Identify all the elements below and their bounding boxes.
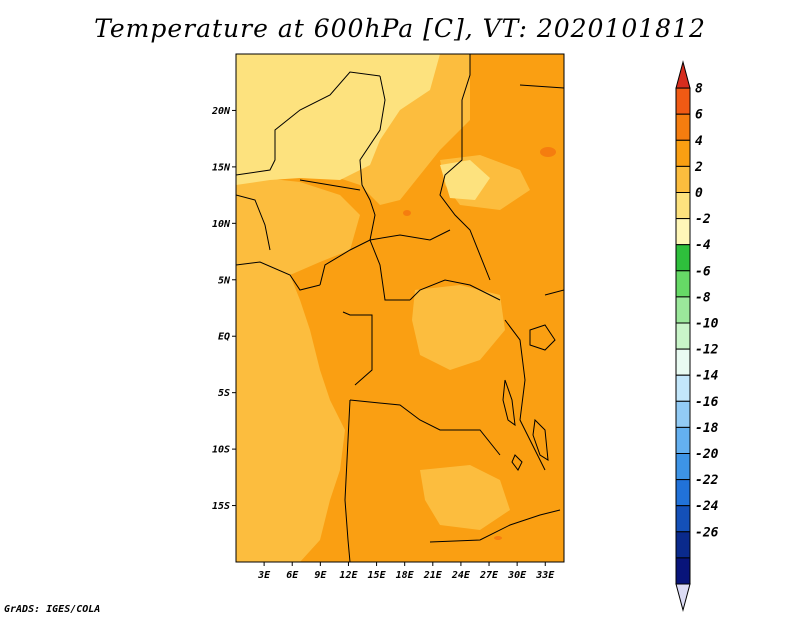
lon-tick-label: 15E [368,570,387,581]
colorbar-label: -20 [695,447,719,462]
colorbar-segment [675,426,691,454]
lat-tick-label: 10N [212,219,231,230]
colorbar-segment [675,479,691,507]
lon-tick-label: 33E [535,570,555,581]
colorbar-segment [675,400,691,428]
colorbar-segment [675,192,691,220]
lon-tick-label: 30E [507,570,527,581]
colorbar-label: -14 [695,369,719,384]
colorbar-top-arrow [675,60,691,89]
colorbar-segment [675,296,691,324]
temperature-field-0to2-west [236,175,360,562]
colorbar-segment [675,218,691,246]
colorbar-label: 4 [695,134,703,149]
colorbar-label: 6 [695,108,703,123]
map-area [236,54,564,562]
lat-tick-label: 10S [212,445,230,456]
colorbar-bottom-arrow [675,583,691,613]
map-frame [235,53,565,563]
temperature-field-m2to0-sahara [236,54,440,185]
lat-tick-label: 5S [218,388,230,399]
lon-tick-label: 18E [396,570,415,581]
colorbar-segment [675,87,691,115]
temperature-field-0to2-south [420,465,510,530]
lon-tick-label: 9E [314,570,327,581]
lake-outlines [502,324,556,471]
lon-tick-label: 21E [423,570,443,581]
temperature-field-0to2-central [412,285,505,370]
colorbar-segment [675,453,691,481]
colorbar: 8 6 4 2 0 -2 -4 -6 -8 -10 -12 -14 -16 -18 -20 -22 -24 -26 [675,60,719,613]
colorbar-label: 0 [695,186,703,201]
lat-tick-label: 5N [218,275,231,286]
lat-tick-label: 15S [212,501,230,512]
colorbar-segment [675,348,691,376]
colorbar-label: -16 [695,395,719,410]
temperature-field-4to6-spot [540,147,556,157]
lon-tick-label: 24E [451,570,471,581]
chart-title: Temperature at 600hPa [C], VT: 202010181… [94,14,706,43]
grads-credit: GrADS: IGES/COLA [4,604,101,615]
colorbar-segment [675,374,691,402]
colorbar-label: -10 [695,317,719,332]
lon-tick-label: 3E [257,570,271,581]
colorbar-label: -6 [695,264,711,279]
colorbar-segment [675,244,691,272]
temperature-field-4to6-spot [403,210,411,216]
colorbar-label: -4 [695,238,711,253]
lon-tick-label: 12E [339,570,358,581]
colorbar-segment [675,113,691,141]
temperature-field-m2to0-east [440,160,490,200]
temperature-field-4to6-spot [494,536,502,540]
colorbar-segment [675,505,691,533]
colorbar-label: -18 [695,421,719,436]
country-boundaries [236,54,564,562]
axis-ticks: 3E 6E 9E 12E 15E 18E 21E 24E 27E 30E 33E 20N 15N 10N 5… [211,106,555,581]
colorbar-label: 8 [695,82,703,97]
lat-tick-label: EQ [218,332,230,343]
colorbar-segment [675,531,691,559]
colorbar-segment [675,139,691,167]
lat-tick-label: 15N [212,162,231,173]
colorbar-label: -22 [695,473,719,488]
colorbar-label: -2 [695,212,711,227]
colorbar-label: -26 [695,525,719,540]
colorbar-label: -12 [695,343,719,358]
colorbar-label: -8 [695,290,711,305]
lon-tick-label: 27E [479,570,499,581]
colorbar-segment [675,165,691,193]
colorbar-segment [675,557,691,585]
colorbar-segment [675,270,691,298]
colorbar-segment [675,322,691,350]
lat-tick-label: 20N [211,106,231,117]
colorbar-label: 2 [694,160,703,175]
lon-tick-label: 6E [286,570,299,581]
colorbar-label: -24 [695,499,719,514]
